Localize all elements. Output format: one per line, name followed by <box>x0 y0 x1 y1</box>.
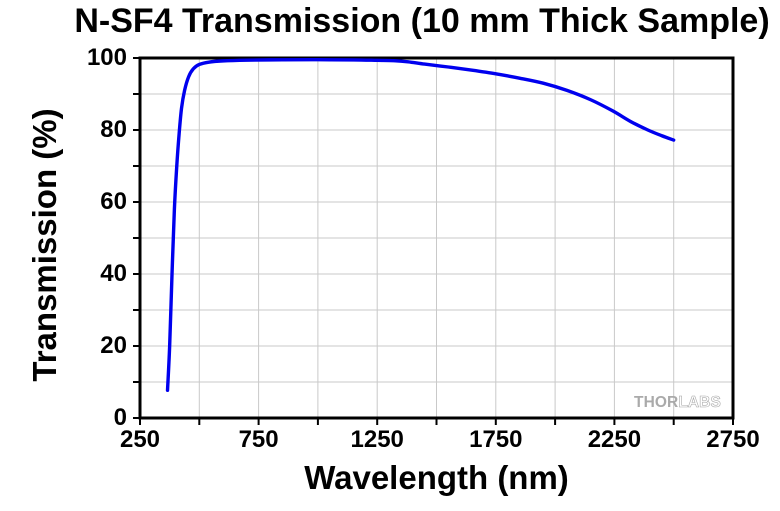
svg-text:1750: 1750 <box>469 426 522 453</box>
svg-text:40: 40 <box>100 260 127 287</box>
svg-text:250: 250 <box>120 426 160 453</box>
svg-text:100: 100 <box>87 44 127 71</box>
svg-text:2750: 2750 <box>706 426 759 453</box>
svg-text:60: 60 <box>100 188 127 215</box>
svg-text:80: 80 <box>100 116 127 143</box>
svg-text:THORLABS: THORLABS <box>634 394 721 411</box>
svg-text:2250: 2250 <box>588 426 641 453</box>
svg-text:750: 750 <box>239 426 279 453</box>
svg-text:1250: 1250 <box>351 426 404 453</box>
svg-text:20: 20 <box>100 332 127 359</box>
